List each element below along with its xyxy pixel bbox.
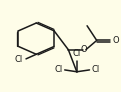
Text: O: O bbox=[81, 45, 87, 54]
Text: O: O bbox=[113, 36, 119, 45]
Text: Cl: Cl bbox=[73, 49, 81, 58]
Text: Cl: Cl bbox=[92, 65, 100, 74]
Text: Cl: Cl bbox=[54, 65, 62, 74]
Text: Cl: Cl bbox=[15, 55, 23, 64]
